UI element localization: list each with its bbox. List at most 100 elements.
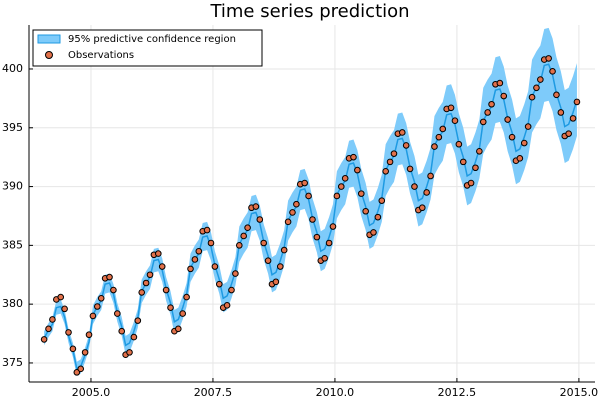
observation xyxy=(155,250,162,257)
observation xyxy=(175,325,182,333)
observation xyxy=(557,109,565,116)
y-tick-label: 380 xyxy=(2,297,23,310)
observation xyxy=(264,257,272,264)
observation xyxy=(455,140,463,148)
observation xyxy=(235,242,243,249)
observation xyxy=(195,247,203,255)
observation xyxy=(45,325,52,333)
observation xyxy=(118,327,126,335)
observation xyxy=(516,155,524,162)
confidence-band xyxy=(44,27,577,376)
observation xyxy=(162,286,170,294)
observation xyxy=(126,349,133,356)
observation xyxy=(65,329,72,336)
observation xyxy=(313,233,321,241)
observation xyxy=(476,147,483,155)
observation xyxy=(207,239,215,247)
y-tick-label: 385 xyxy=(2,238,23,251)
legend-swatch xyxy=(37,34,61,44)
observation xyxy=(69,345,77,353)
observation xyxy=(406,165,414,173)
observation xyxy=(325,239,333,247)
observation xyxy=(260,239,267,247)
observation xyxy=(179,310,186,317)
observation xyxy=(215,280,223,288)
observation xyxy=(272,278,280,286)
observation xyxy=(142,279,150,287)
observation xyxy=(435,133,443,141)
observation xyxy=(211,263,219,270)
observation xyxy=(228,286,235,294)
observation xyxy=(114,310,121,317)
observation xyxy=(467,179,475,187)
observation xyxy=(431,143,438,150)
observation xyxy=(484,109,491,116)
observation xyxy=(520,139,528,147)
observation xyxy=(423,189,430,196)
x-tick-label: 2010.0 xyxy=(316,386,355,399)
observation xyxy=(362,207,369,215)
observation xyxy=(61,305,68,313)
y-tick-label: 390 xyxy=(2,180,23,193)
observation xyxy=(289,209,296,216)
legend-label: Observations xyxy=(68,50,134,61)
observation xyxy=(411,183,418,190)
observation xyxy=(203,226,211,234)
observation xyxy=(565,130,572,137)
observation xyxy=(472,164,479,172)
observation xyxy=(341,175,349,182)
observation xyxy=(232,270,239,277)
observation xyxy=(256,216,264,223)
observation xyxy=(321,254,328,262)
x-tick-label: 2012.5 xyxy=(438,386,477,399)
y-tick-label: 400 xyxy=(2,62,23,75)
observation xyxy=(378,197,386,204)
observation xyxy=(573,98,581,106)
observation xyxy=(427,172,434,180)
observation xyxy=(447,104,455,112)
observation xyxy=(81,349,89,356)
observation xyxy=(337,183,345,190)
observation xyxy=(85,331,93,339)
observation xyxy=(309,216,316,223)
legend: 95% predictive confidence region Observat… xyxy=(32,29,263,67)
observation xyxy=(545,55,552,62)
observation xyxy=(524,123,532,130)
observation xyxy=(553,91,560,99)
observation xyxy=(386,158,394,166)
observation xyxy=(508,133,516,141)
observation xyxy=(350,153,357,161)
observation xyxy=(280,246,288,254)
observation xyxy=(451,117,459,125)
observation xyxy=(533,84,540,92)
observation xyxy=(244,224,251,232)
observation xyxy=(496,79,504,87)
observation xyxy=(357,190,365,197)
observation xyxy=(89,312,97,320)
observation xyxy=(439,125,447,133)
observation xyxy=(223,302,231,309)
observation xyxy=(293,200,300,208)
observation xyxy=(284,218,292,226)
observation xyxy=(57,293,65,301)
observation xyxy=(240,232,247,240)
observation xyxy=(130,333,138,341)
observation xyxy=(569,115,577,122)
observation xyxy=(191,256,199,263)
observation xyxy=(488,100,495,108)
observation xyxy=(134,317,142,324)
observation xyxy=(110,286,117,294)
observation xyxy=(97,294,105,302)
y-tick-label: 395 xyxy=(2,121,23,134)
x-tick-label: 2015.0 xyxy=(560,386,599,399)
x-tick-label: 2007.5 xyxy=(194,386,233,399)
observation xyxy=(183,293,190,301)
observation xyxy=(146,271,154,279)
observation xyxy=(398,129,406,136)
observation xyxy=(459,158,467,166)
observation xyxy=(528,93,536,101)
observation xyxy=(305,192,312,200)
observation xyxy=(167,304,174,311)
observation xyxy=(549,68,556,75)
observation xyxy=(158,263,166,270)
